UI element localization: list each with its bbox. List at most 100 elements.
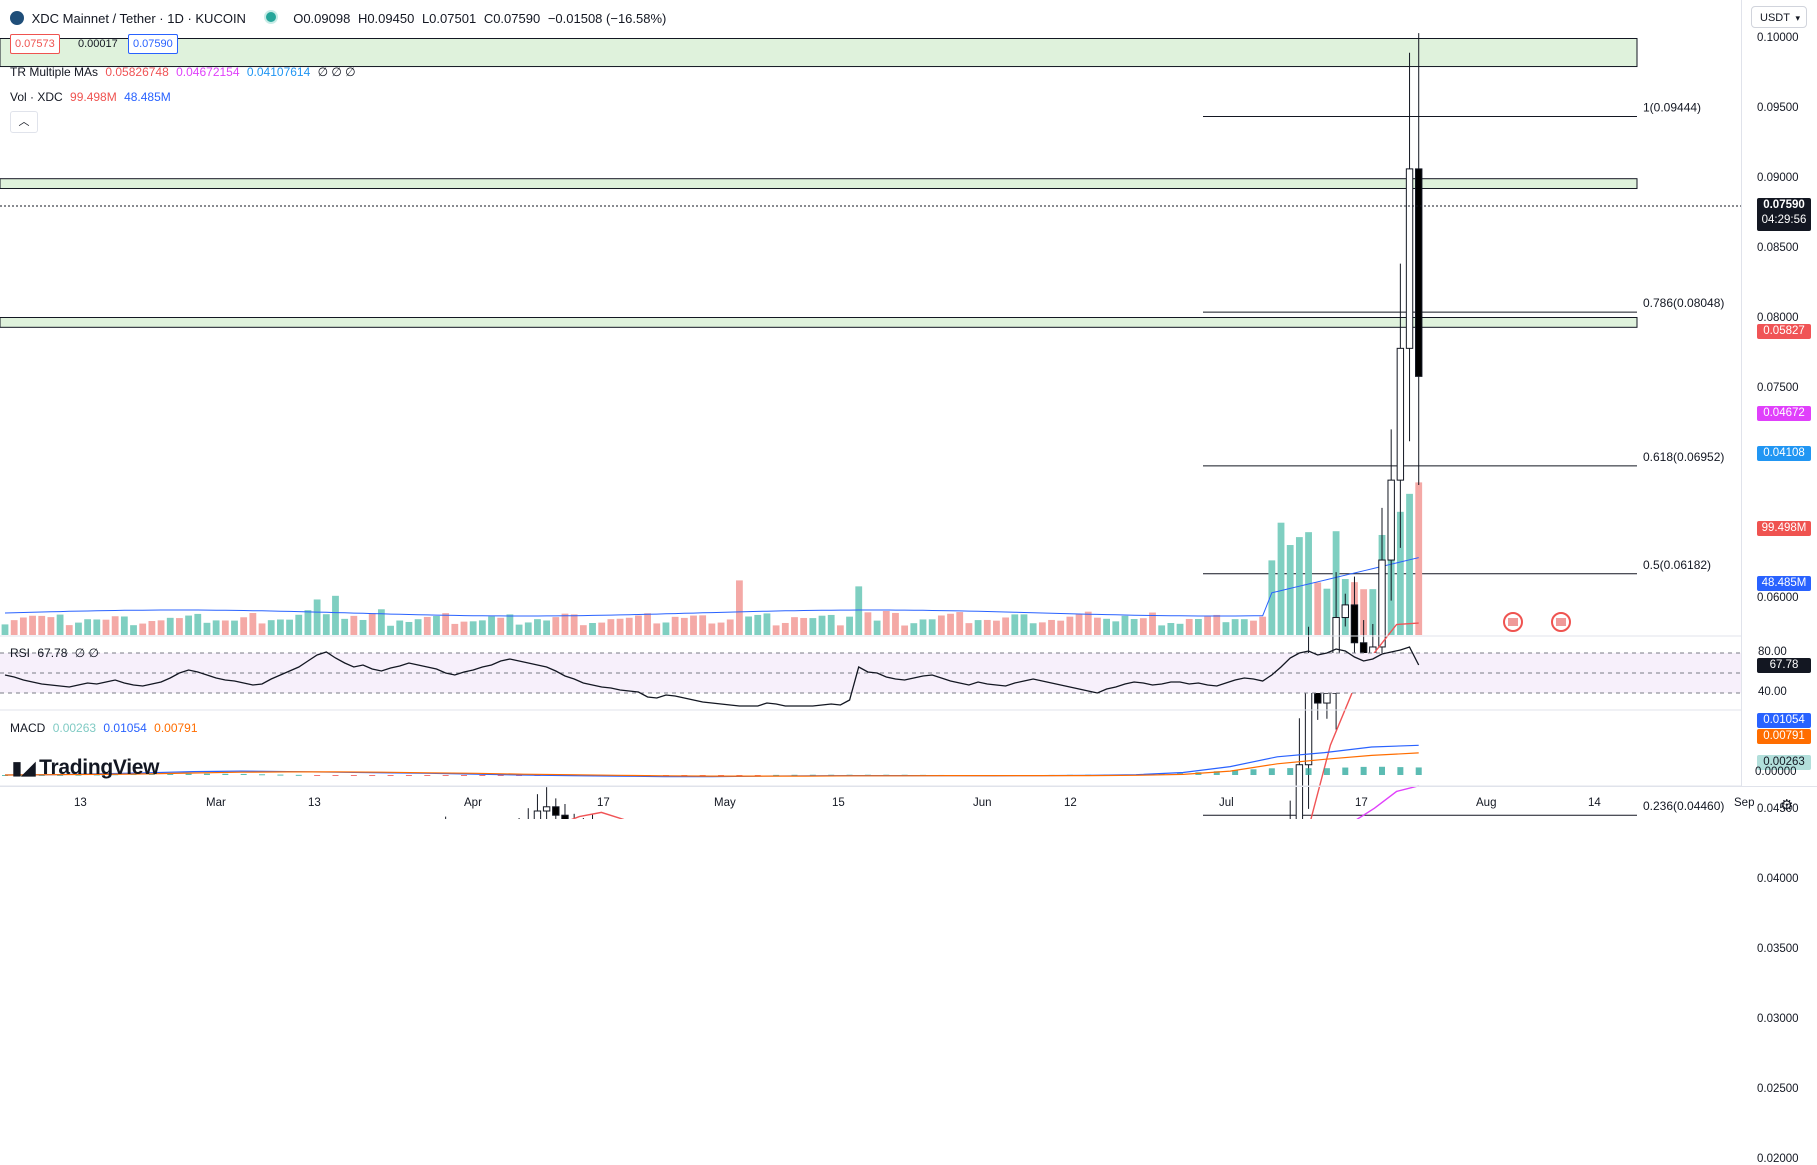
volume-bar [901, 625, 909, 635]
settings-gear-icon[interactable]: ⚙ [1780, 797, 1794, 814]
volume-bar [478, 620, 486, 635]
volume-bar [736, 580, 743, 635]
volume-bar [75, 622, 82, 635]
symbol-title[interactable]: XDC Mainnet / Tether · 1D · KUCOIN [31, 11, 246, 26]
volume-bar [377, 609, 385, 635]
macd-signal-value: 0.00791 [154, 721, 198, 735]
macd-histogram-bar [479, 775, 486, 776]
volume-bar [855, 586, 863, 635]
fibonacci-retracement: 1(0.09444) 0.786(0.08048) 0.618(0.06952) 0.… [1203, 100, 1724, 816]
volume-bar [625, 617, 633, 635]
volume-bar [157, 620, 165, 635]
price-tick: 0.03500 [1757, 942, 1799, 955]
volume-bar [322, 614, 330, 635]
macd-legend[interactable]: MACD 0.00263 0.01054 0.00791 [10, 721, 202, 735]
ask-price[interactable]: 0.07590 [128, 34, 178, 54]
volume-bar [726, 619, 734, 635]
volume-bar [781, 622, 789, 635]
time-tick: Apr [464, 797, 482, 809]
volume-ma-tag: 48.485M [1757, 576, 1811, 591]
volume-bar [1204, 616, 1211, 635]
price-tick: 0.03000 [1757, 1012, 1799, 1025]
volume-bar [1222, 622, 1230, 635]
chart-canvas[interactable]: 1(0.09444) 0.786(0.08048) 0.618(0.06952) 0.… [0, 0, 1817, 819]
volume-bar [460, 621, 468, 635]
volume-bar [524, 622, 532, 635]
ma-extra: ∅ ∅ ∅ [317, 65, 356, 79]
macd-histogram-bar [277, 774, 284, 776]
volume-bar [111, 616, 119, 635]
volume-bar [1066, 616, 1074, 635]
ma-legend[interactable]: TR Multiple MAs 0.05826748 0.04672154 0.… [10, 65, 360, 79]
volume-bar [836, 625, 844, 635]
volume-bar [1057, 620, 1065, 635]
vol-value: 99.498M [70, 90, 117, 104]
macd-histogram-bar [314, 775, 321, 776]
fib-label-0.236: 0.236(0.04460) [1643, 799, 1724, 813]
price-tick: 0.09500 [1757, 101, 1799, 114]
volume-bar [965, 623, 973, 635]
candle-body [1415, 168, 1423, 377]
volume-bar [350, 615, 358, 635]
fib-label-1: 1(0.09444) [1643, 100, 1701, 114]
rsi-band [0, 653, 1741, 693]
vol-ma-value: 48.485M [124, 90, 171, 104]
volume-bar [1176, 623, 1184, 635]
fib-label-0.618: 0.618(0.06952) [1643, 450, 1724, 464]
volume-bar [680, 617, 688, 635]
macd-line [4, 744, 1419, 778]
collapse-legend-button[interactable]: ︿ [10, 111, 38, 133]
last-price-value: 0.07590 [1763, 199, 1805, 211]
volume-bar [212, 620, 220, 635]
volume-bar [1094, 617, 1101, 635]
countdown-value: 04:29:56 [1761, 214, 1807, 226]
rsi-tick-40: 40.00 [1758, 686, 1787, 698]
macd-histogram-bar [222, 773, 229, 775]
volume-bar [1002, 617, 1010, 635]
volume-bar [1, 624, 9, 635]
volume-bar [56, 614, 64, 635]
volume-bar [1185, 618, 1193, 635]
currency-selector[interactable]: USDT ▾ [1751, 6, 1807, 28]
volume-bar [203, 622, 211, 635]
volume-bar [552, 617, 560, 635]
spread-value: 0.00017 [78, 38, 118, 50]
volume-bar [1323, 588, 1331, 635]
currency-label: USDT [1760, 12, 1790, 24]
volume-bar [93, 619, 101, 635]
volume-bar [1130, 619, 1138, 635]
volume-bar [800, 617, 808, 635]
volume-bar [221, 620, 229, 635]
rsi-name: RSI [10, 646, 31, 660]
bid-price[interactable]: 0.07573 [10, 34, 60, 54]
candle-body [1405, 168, 1414, 349]
volume-bar [506, 614, 514, 635]
macd-histogram-bar [1323, 768, 1330, 775]
zone-0 [0, 38, 1638, 68]
volume-legend[interactable]: Vol · XDC 99.498M 48.485M [10, 90, 175, 104]
volume-bar [598, 622, 606, 635]
price-tick: 0.07500 [1757, 382, 1799, 394]
macd-hist-value: 0.00263 [52, 721, 97, 735]
volume-bar [635, 615, 642, 635]
macd-histogram-bar [167, 773, 174, 775]
macd-signal-tag: 0.00791 [1757, 729, 1811, 744]
volume-bar [570, 614, 578, 635]
macd-histogram-bar [75, 774, 82, 776]
rsi-value-tag: 67.78 [1757, 658, 1811, 673]
volume-bar [864, 612, 872, 635]
volume-bar [1075, 614, 1083, 635]
ma-fast-line [571, 622, 1419, 819]
volume-bar [423, 616, 431, 635]
ma-fast-tag: 0.05827 [1757, 324, 1811, 339]
ma-mid-tag: 0.04672 [1757, 406, 1811, 421]
macd-histogram-bar [240, 773, 247, 775]
volume-bar [176, 618, 183, 635]
candle-body [1295, 764, 1304, 819]
volume-bar [717, 622, 725, 635]
volume-bar [414, 619, 422, 635]
rsi-legend[interactable]: RSI 67.78 ∅ ∅ [10, 646, 103, 660]
volume-bar [10, 620, 18, 635]
volume-bar [763, 613, 771, 635]
volume-bar [267, 620, 275, 635]
